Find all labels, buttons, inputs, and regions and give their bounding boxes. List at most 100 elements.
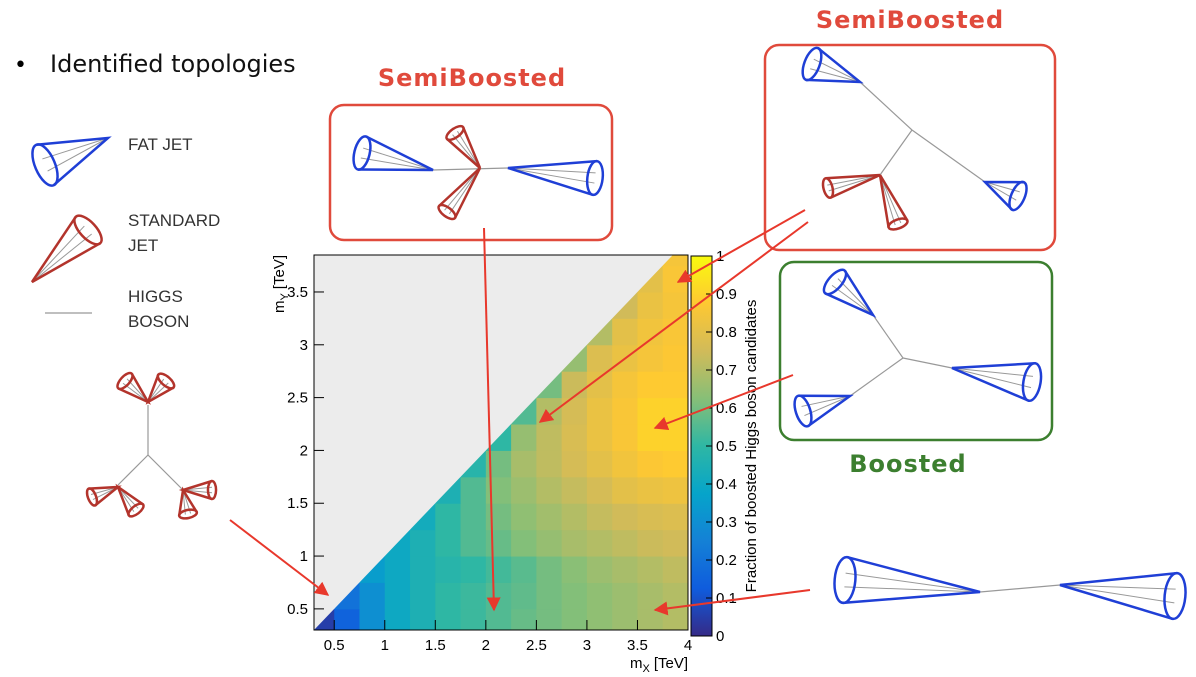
heat-cell (511, 450, 537, 478)
cone (177, 486, 198, 517)
heat-cell (536, 424, 563, 451)
higgs-line (872, 314, 904, 359)
cone-inner (42, 137, 109, 160)
kinematic-mask (314, 255, 673, 630)
higgs-line (147, 454, 184, 491)
cone-inner (844, 586, 981, 593)
heat-cell (511, 529, 537, 557)
plot-frame (313, 254, 689, 631)
heat-cell (637, 450, 664, 478)
legend-label: JET (128, 236, 158, 255)
y-tick-label: 3 (300, 337, 308, 354)
heat-cell (410, 556, 436, 583)
heat-cell (460, 503, 487, 531)
heat-cell (511, 424, 537, 451)
y-tick-label: 2.5 (287, 390, 308, 407)
bullet-text: Identified topologies (50, 50, 296, 78)
cone-base (73, 214, 103, 246)
heat-cell (485, 503, 512, 531)
heat-cell (612, 371, 638, 399)
heat-cell (637, 291, 664, 319)
heat-cell (460, 529, 487, 557)
colorbar-tick-label: 0.9 (716, 286, 737, 303)
cone-inner (507, 167, 595, 184)
cone (842, 555, 981, 605)
heat-cell (612, 450, 638, 478)
heat-cell (561, 397, 588, 425)
cone (798, 394, 854, 428)
heat-cell (662, 371, 689, 399)
heat-cell (637, 608, 664, 631)
axis-label: mX [TeV] (630, 655, 688, 675)
cone-base (177, 508, 199, 520)
heat-cell (586, 556, 613, 583)
cone-base (445, 124, 465, 142)
heat-cell (511, 503, 537, 531)
heat-cell (435, 556, 462, 583)
higgs-line (849, 357, 904, 397)
heat-cell (561, 371, 588, 399)
colorbar-tick-label: 0.5 (716, 438, 737, 455)
cone-base (206, 479, 218, 501)
colorbar-tick-label: 1 (716, 248, 724, 265)
annotation: Boosted (849, 450, 966, 478)
higgs-line (902, 357, 953, 369)
heat-cell (662, 255, 689, 267)
heat-cell (662, 344, 689, 372)
legend-label: HIGGS (128, 287, 183, 306)
axis-label: mY [TeV] (271, 255, 291, 313)
heat-cell (410, 529, 436, 557)
cone-inner (507, 167, 596, 174)
heat-cell (586, 344, 613, 372)
cone-base (1008, 180, 1028, 212)
heat-cell (536, 450, 563, 478)
heat-cell (637, 397, 664, 425)
x-tick-label: 1.5 (425, 637, 446, 654)
cone (1059, 571, 1178, 621)
heat-cell (662, 529, 689, 557)
cone-base (156, 372, 176, 390)
heat-cell (637, 556, 664, 583)
higgs-line (432, 167, 509, 171)
cone-base (833, 555, 857, 605)
y-tick-label: 1 (300, 548, 308, 565)
axis-label-part: X (642, 663, 650, 675)
x-tick-label: 2.5 (526, 637, 547, 654)
heat-cell (384, 556, 411, 583)
heat-cell (460, 476, 487, 504)
heat-cell (586, 582, 613, 610)
colorbar-tick-label: 0.8 (716, 324, 737, 341)
heat-cell (536, 397, 563, 425)
cone (115, 483, 144, 516)
heat-cell (612, 397, 638, 425)
heat-cell (612, 556, 638, 583)
cone-base (821, 176, 835, 200)
heat-cell (561, 556, 588, 583)
heat-cell (561, 476, 588, 504)
axis-label-part: m (271, 301, 288, 314)
cone-base (352, 135, 372, 171)
heat-cell (637, 503, 664, 531)
box-semiboosted-2 (763, 43, 1057, 252)
heat-cell (460, 608, 487, 631)
cone-inner (47, 137, 109, 172)
heat-cell (359, 608, 386, 631)
heat-cell (384, 582, 411, 610)
heat-cell (637, 371, 664, 399)
annotation: SemiBoosted (816, 6, 1004, 34)
cone (30, 216, 101, 284)
heat-cell (334, 608, 360, 631)
arrows (229, 209, 811, 616)
cone-inner (951, 367, 1034, 377)
cone (438, 167, 482, 219)
heat-cell (485, 582, 512, 610)
cone-inner (1059, 584, 1175, 604)
y-tick-label: 0.5 (287, 601, 308, 618)
cone-base (31, 143, 59, 187)
heat-cell (561, 503, 588, 531)
axis-label-part: [TeV] (654, 655, 688, 672)
cone-inner (31, 225, 85, 283)
heat-cell (586, 608, 613, 631)
heat-cell (359, 582, 386, 610)
